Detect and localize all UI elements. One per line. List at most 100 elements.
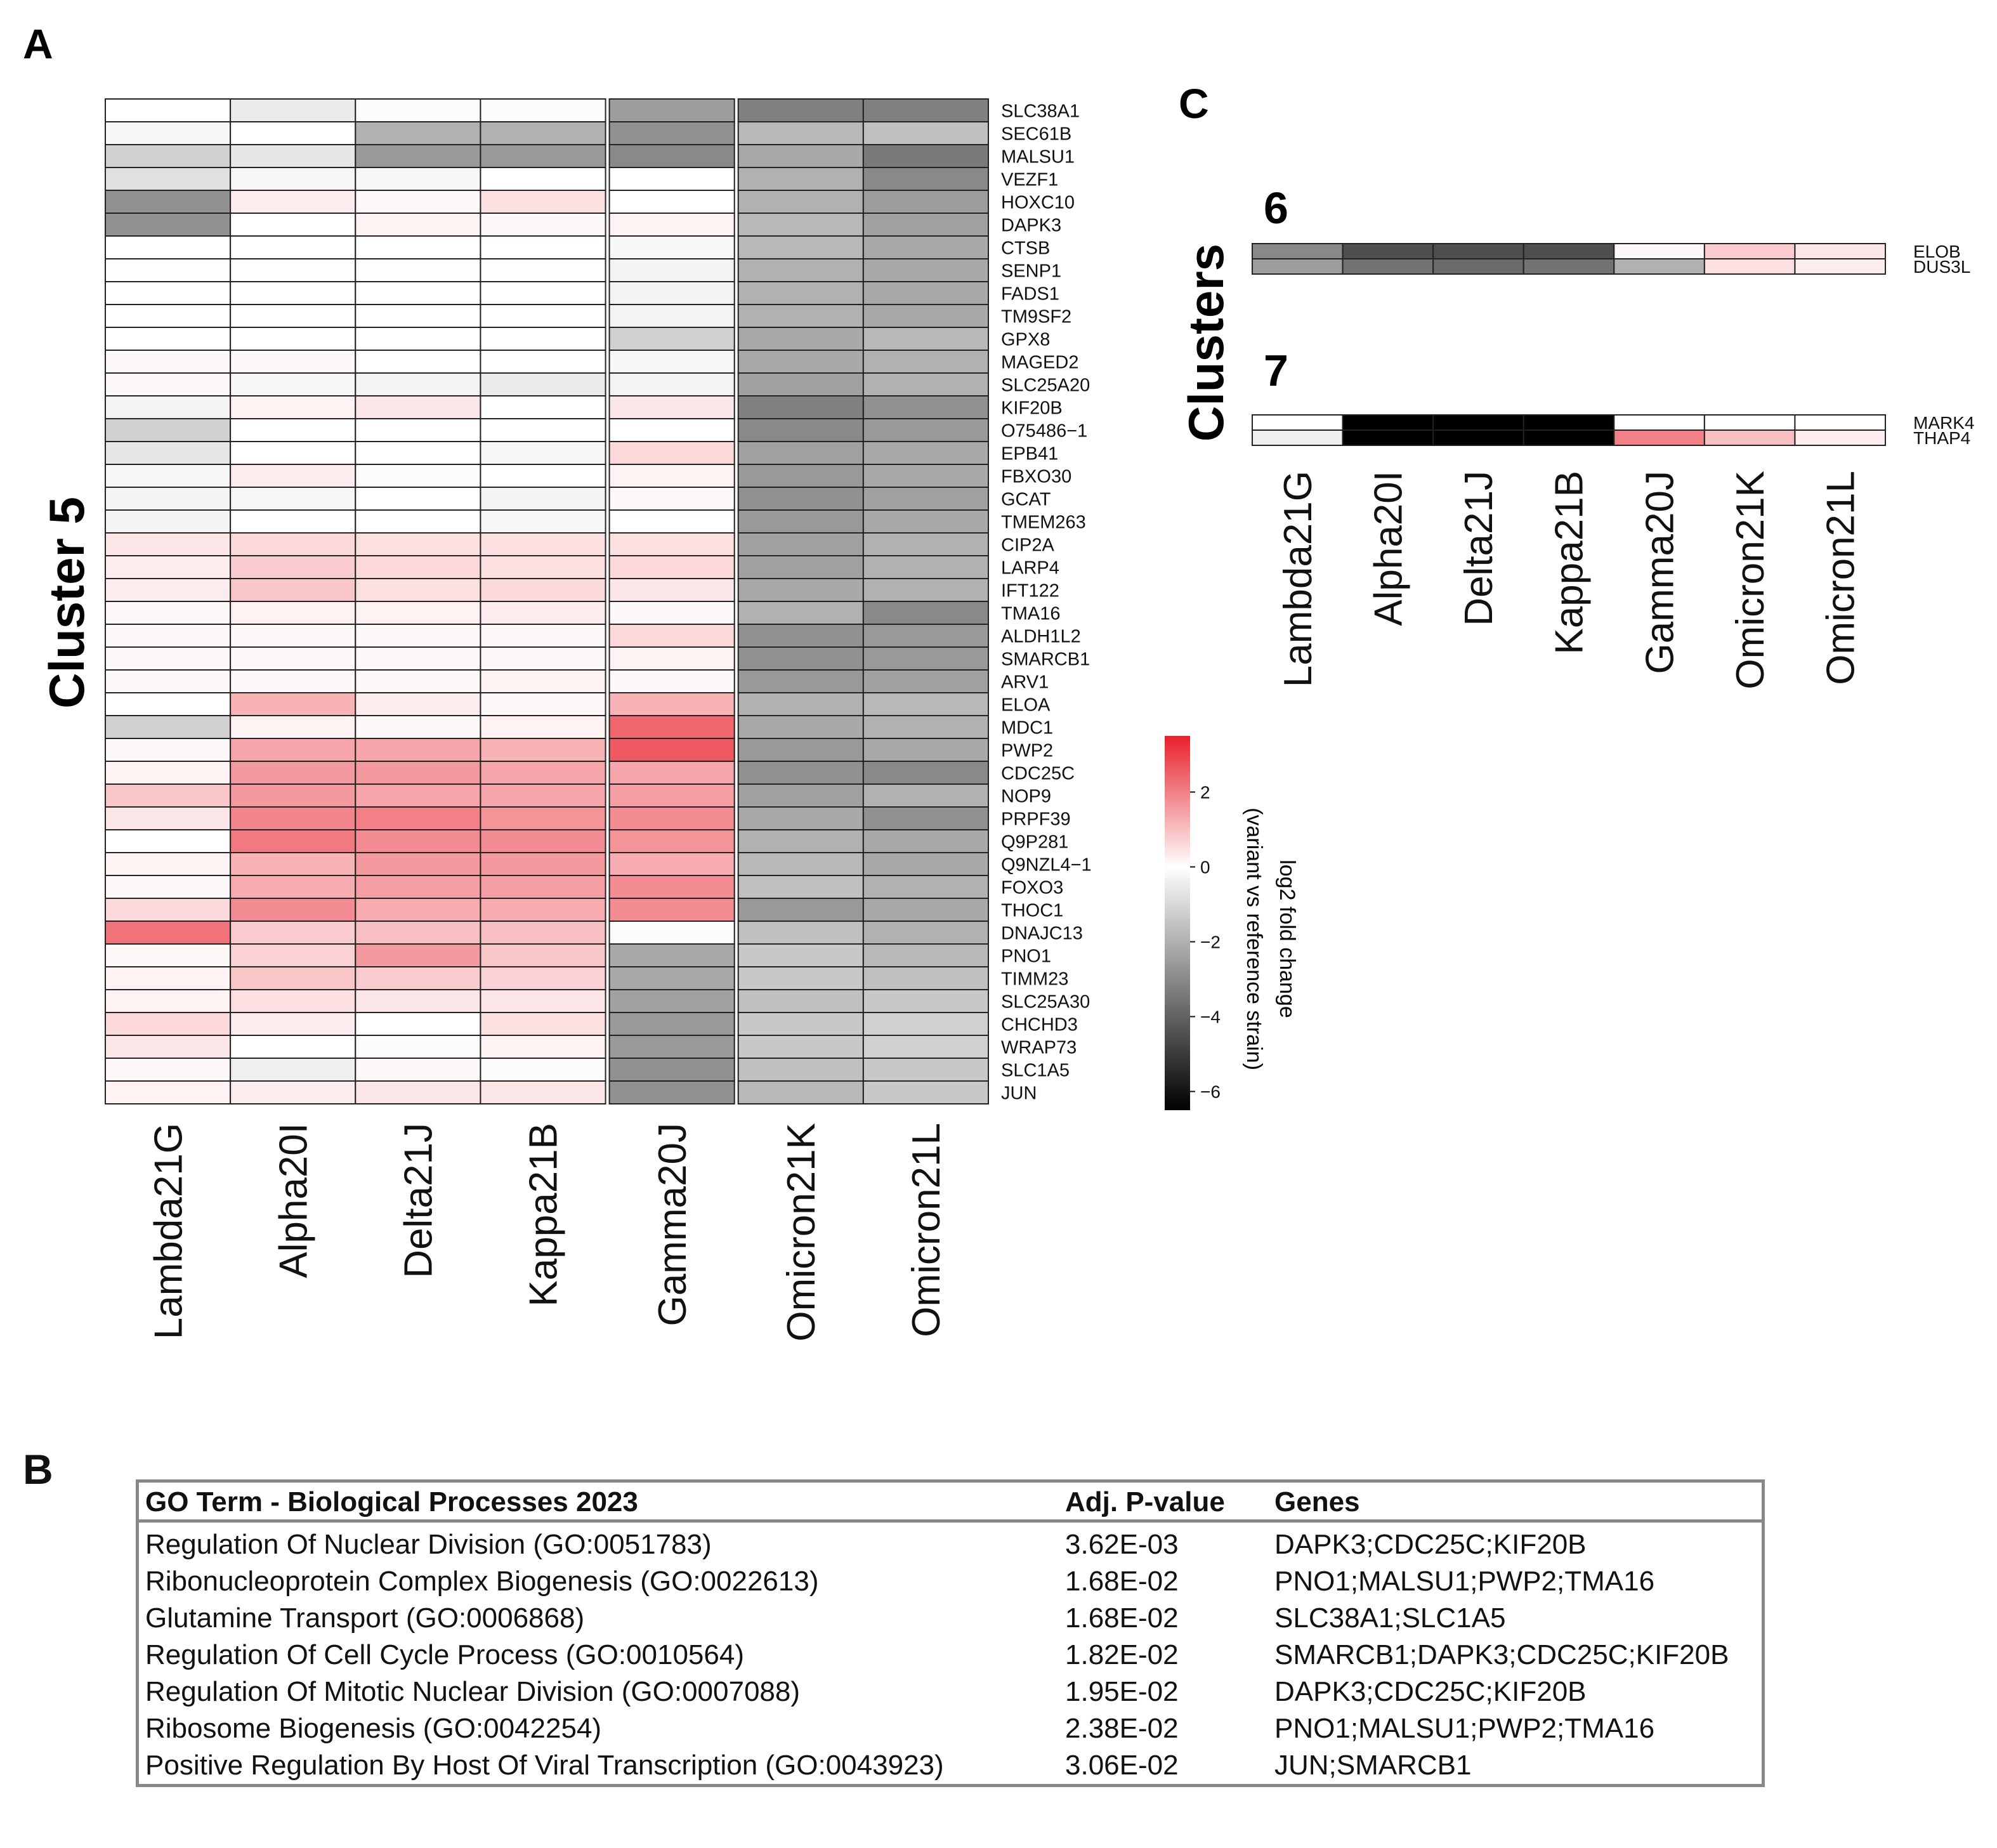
row-label: HOXC10 (1001, 192, 1075, 213)
heatmap-cell (355, 646, 481, 671)
heatmap-cell (230, 943, 357, 967)
heatmap-cell (862, 601, 989, 625)
heatmap-cell (230, 578, 357, 602)
heatmap-cell (105, 669, 232, 693)
row-label: CIP2A (1001, 535, 1054, 555)
go-term-header: GO Term - Biological Processes 2023 (139, 1483, 1059, 1523)
heatmap-cell (737, 213, 864, 237)
heatmap-cell (355, 921, 481, 945)
heatmap-cell (230, 898, 357, 922)
heatmap-cell (1342, 258, 1434, 275)
genes-cell: DAPK3;CDC25C;KIF20B (1274, 1676, 1587, 1707)
heatmap-cell (230, 806, 357, 830)
heatmap-cell (608, 213, 735, 237)
heatmap-cell (862, 327, 989, 351)
table-row: Regulation Of Cell Cycle Process (GO:001… (139, 1637, 1762, 1674)
heatmap-cell (1522, 414, 1615, 431)
heatmap-cell (1613, 258, 1705, 275)
heatmap-cell (862, 258, 989, 282)
heatmap-cell (105, 921, 232, 945)
heatmap-cell (105, 783, 232, 808)
heatmap-cell (737, 989, 864, 1013)
heatmap-cell (737, 395, 864, 419)
heatmap-cell (862, 898, 989, 922)
heatmap-cell (230, 350, 357, 374)
colorbar: 2 0 −2 −4 −6 log2 fold change (variant vs re… (1165, 736, 1299, 1110)
heatmap-cell (862, 441, 989, 465)
row-label: SMARCB1 (1001, 649, 1090, 669)
heatmap-cell (480, 235, 606, 259)
heatmap-cell (355, 190, 481, 214)
heatmap-cell (737, 532, 864, 556)
heatmap-cell (737, 646, 864, 671)
heatmap-cell (608, 646, 735, 671)
colorbar-tick-label: 0 (1200, 858, 1210, 877)
heatmap-cell (480, 783, 606, 808)
heatmap-cell (355, 692, 481, 716)
heatmap-cell (737, 624, 864, 648)
heatmap-cell (105, 167, 232, 191)
heatmap-cell (608, 372, 735, 396)
column-label: Alpha20I (1367, 471, 1411, 626)
heatmap-cell (355, 898, 481, 922)
heatmap-cell (737, 806, 864, 830)
heatmap-cell (608, 624, 735, 648)
pvalue-cell: 1.95E-02 (1065, 1676, 1179, 1707)
heatmap-cell (480, 350, 606, 374)
heatmap-cell (608, 578, 735, 602)
heatmap-cell (230, 258, 357, 282)
heatmap-cell (355, 761, 481, 785)
heatmap-cell (105, 1058, 232, 1082)
heatmap-cell (230, 190, 357, 214)
row-label: MDC1 (1001, 718, 1053, 738)
heatmap-cell (1522, 243, 1615, 259)
cluster6-title: 6 (1264, 183, 1288, 233)
row-label: SENP1 (1001, 261, 1061, 281)
heatmap-cell (230, 738, 357, 762)
heatmap-cell (608, 350, 735, 374)
heatmap-cell (862, 555, 989, 579)
heatmap-cell (608, 304, 735, 328)
pvalue-cell: 1.82E-02 (1065, 1639, 1179, 1670)
heatmap-cell (862, 806, 989, 830)
heatmap-cell (480, 327, 606, 351)
heatmap-cell (230, 1012, 357, 1036)
heatmap-cell (355, 281, 481, 305)
heatmap-cell (355, 441, 481, 465)
heatmap-cell (355, 464, 481, 488)
genes-header: Genes (1268, 1483, 1762, 1523)
cluster5-label: Cluster 5 (39, 497, 95, 709)
heatmap-cell (480, 441, 606, 465)
heatmap-cell (608, 738, 735, 762)
heatmap-cell (1252, 243, 1344, 259)
row-label: JUN (1001, 1083, 1037, 1103)
heatmap-cell (862, 578, 989, 602)
heatmap-cell (480, 144, 606, 168)
row-label: SEC61B (1001, 124, 1071, 144)
table-row: Glutamine Transport (GO:0006868) 1.68E-0… (139, 1600, 1762, 1637)
heatmap-cell (105, 144, 232, 168)
heatmap-cell (862, 761, 989, 785)
heatmap-cell (608, 875, 735, 899)
go-term-cell: Ribosome Biogenesis (GO:0042254) (145, 1713, 602, 1744)
heatmap-cell (862, 1035, 989, 1059)
heatmap-cell (355, 395, 481, 419)
heatmap-cell (737, 943, 864, 967)
heatmap-cell (480, 761, 606, 785)
heatmap-cell (230, 98, 357, 122)
heatmap-cell (862, 783, 989, 808)
row-label: EPB41 (1001, 443, 1058, 464)
row-label: KIF20B (1001, 398, 1063, 418)
heatmap-cell (355, 601, 481, 625)
heatmap-cell (230, 761, 357, 785)
heatmap-cell (355, 509, 481, 534)
row-label: WRAP73 (1001, 1037, 1077, 1058)
heatmap-cell (230, 921, 357, 945)
heatmap-cell (230, 601, 357, 625)
heatmap-cell (480, 418, 606, 442)
heatmap-cell (230, 624, 357, 648)
heatmap-cell (105, 509, 232, 534)
heatmap-cell (480, 1012, 606, 1036)
